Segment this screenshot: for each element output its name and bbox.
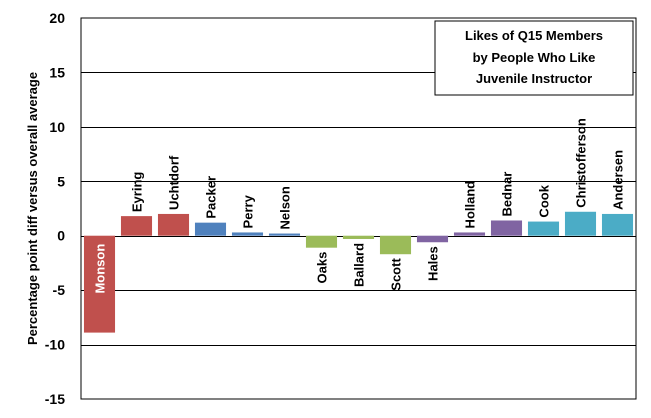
category-label: Bednar — [500, 172, 515, 217]
bar-oaks — [305, 235, 338, 248]
bar-andersen — [601, 213, 634, 236]
y-tick-label: 10 — [49, 119, 65, 135]
category-label: Ballard — [352, 243, 367, 287]
category-label: Andersen — [611, 150, 626, 210]
category-label: Perry — [241, 194, 256, 228]
chart-title-line-3: Juvenile Instructor — [476, 71, 592, 86]
category-label: Christofferson — [574, 118, 589, 208]
bar-packer — [194, 222, 227, 236]
chart-title-line-1: Likes of Q15 Members — [465, 28, 603, 43]
y-axis-label: Percentage point diff versus overall ave… — [25, 72, 40, 345]
chart-title-line-2: by People Who Like — [473, 50, 596, 65]
bar-cook — [527, 221, 560, 236]
category-label: Uchtdorf — [167, 155, 182, 210]
plot-area-border — [80, 17, 637, 400]
bar-scott — [379, 235, 412, 255]
y-tick-label: 20 — [49, 10, 65, 26]
gridlines — [81, 72, 636, 346]
bars — [83, 211, 634, 333]
bar-holland — [453, 232, 486, 236]
category-label: Scott — [389, 258, 404, 291]
y-tick-label: 15 — [49, 64, 65, 80]
y-tick-label: -15 — [45, 391, 65, 407]
y-tick-label: -5 — [53, 282, 66, 298]
bar-perry — [231, 232, 264, 236]
title-box-border — [434, 20, 634, 96]
category-label: Oaks — [315, 252, 330, 284]
category-label: Holland — [463, 181, 478, 229]
category-label: Monson — [93, 244, 108, 294]
y-tick-label: 5 — [57, 173, 65, 189]
bar-monson — [83, 235, 116, 333]
category-label: Packer — [204, 176, 219, 219]
bar-bednar — [490, 220, 523, 236]
category-labels: Monson Eyring Uchtdorf Packer Perry Nelson Oak… — [93, 118, 626, 293]
bar-christofferson — [564, 211, 597, 236]
category-label: Eyring — [130, 172, 145, 213]
bar-uchtdorf — [157, 213, 190, 236]
y-axis-ticks: 20 15 10 5 0 -5 -10 -15 — [45, 10, 65, 407]
bar-eyring — [120, 216, 153, 236]
category-label: Nelson — [278, 186, 293, 229]
bar-ballard — [342, 235, 375, 239]
category-label: Cook — [537, 184, 552, 217]
bar-hales — [416, 235, 449, 243]
category-label: Hales — [426, 246, 441, 281]
bar-nelson — [268, 233, 301, 236]
chart-title-box: Likes of Q15 Members by People Who Like … — [434, 20, 634, 96]
y-tick-label: -10 — [45, 337, 65, 353]
y-tick-label: 0 — [57, 228, 65, 244]
